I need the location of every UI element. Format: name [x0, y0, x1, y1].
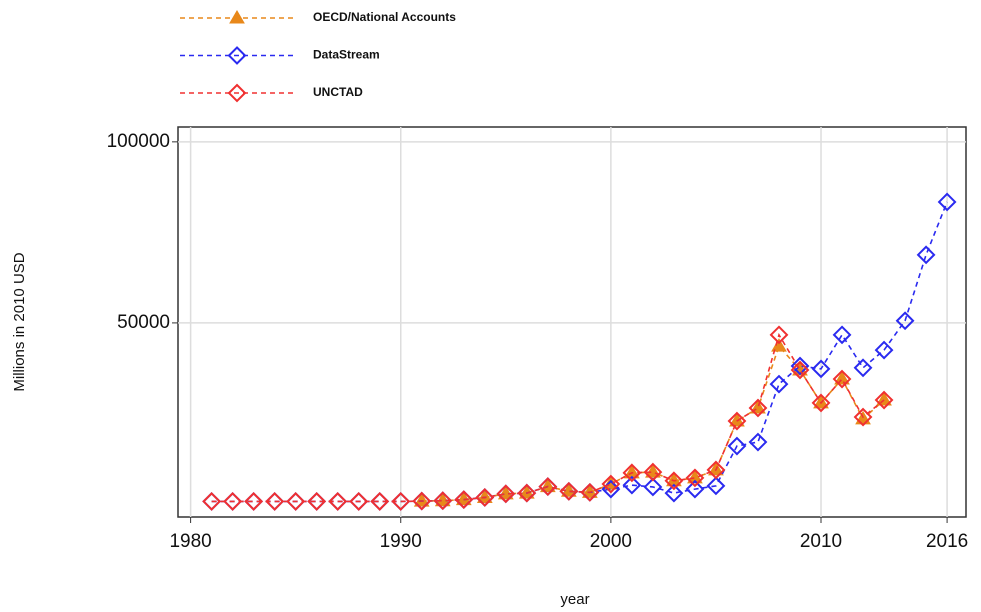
marker	[434, 492, 451, 507]
marker	[202, 492, 222, 511]
marker	[413, 493, 430, 507]
marker	[769, 374, 789, 394]
legend-marker	[227, 46, 247, 65]
marker	[916, 245, 936, 265]
marker	[832, 325, 852, 345]
marker	[517, 483, 537, 503]
marker	[581, 484, 598, 498]
marker	[853, 407, 873, 427]
marker	[622, 463, 642, 483]
x-tick-label: 2016	[926, 531, 968, 552]
marker	[748, 398, 768, 418]
x-tick-label: 1990	[380, 531, 422, 552]
marker	[476, 489, 493, 503]
marker	[748, 432, 768, 452]
y-axis-label: Millions in 2010 USD	[11, 252, 28, 391]
marker	[244, 492, 264, 511]
marker	[727, 411, 747, 431]
marker	[834, 371, 850, 385]
marker	[790, 356, 810, 376]
marker	[664, 483, 684, 503]
marker	[706, 460, 726, 480]
marker	[475, 488, 495, 507]
marker	[328, 492, 348, 511]
x-tick-label: 2000	[590, 531, 632, 552]
marker	[832, 369, 852, 389]
legend-marker	[227, 83, 247, 103]
legend-label: UNCTAD	[313, 85, 363, 99]
marker	[811, 393, 831, 413]
marker	[790, 360, 810, 380]
marker	[643, 462, 663, 482]
marker	[727, 436, 747, 456]
marker	[622, 475, 642, 495]
legend-label: DataStream	[313, 48, 380, 62]
marker	[496, 484, 516, 504]
grid	[178, 127, 966, 517]
marker	[433, 491, 453, 511]
marker	[265, 492, 285, 511]
marker	[769, 325, 789, 345]
marker	[391, 492, 411, 511]
x-axis-label: year	[560, 591, 589, 608]
marker	[580, 482, 600, 502]
y-tick-label: 100000	[107, 131, 170, 152]
marker	[286, 492, 306, 511]
x-tick-label: 1980	[169, 531, 211, 552]
marker	[664, 471, 684, 491]
marker	[538, 477, 558, 496]
marker	[307, 492, 327, 511]
plot-area	[177, 126, 967, 518]
marker	[811, 359, 831, 379]
legend-label: OECD/National Accounts	[313, 10, 456, 24]
marker	[454, 490, 474, 510]
marker	[223, 492, 243, 511]
marker	[685, 479, 705, 499]
marker	[370, 492, 390, 511]
marker	[937, 192, 957, 212]
marker	[874, 340, 894, 360]
marker	[643, 477, 663, 497]
y-tick-label: 50000	[117, 312, 170, 333]
marker	[729, 413, 745, 427]
marker	[349, 492, 369, 511]
marker	[412, 491, 432, 511]
marker	[497, 485, 514, 500]
legend-marker	[229, 10, 245, 24]
marker	[874, 390, 894, 410]
marker	[895, 311, 915, 331]
x-tick-label: 2010	[800, 531, 842, 552]
marker	[539, 478, 556, 493]
marker	[601, 474, 621, 494]
marker	[853, 358, 873, 378]
marker	[559, 481, 579, 501]
marker	[685, 468, 705, 488]
marker	[706, 476, 726, 496]
